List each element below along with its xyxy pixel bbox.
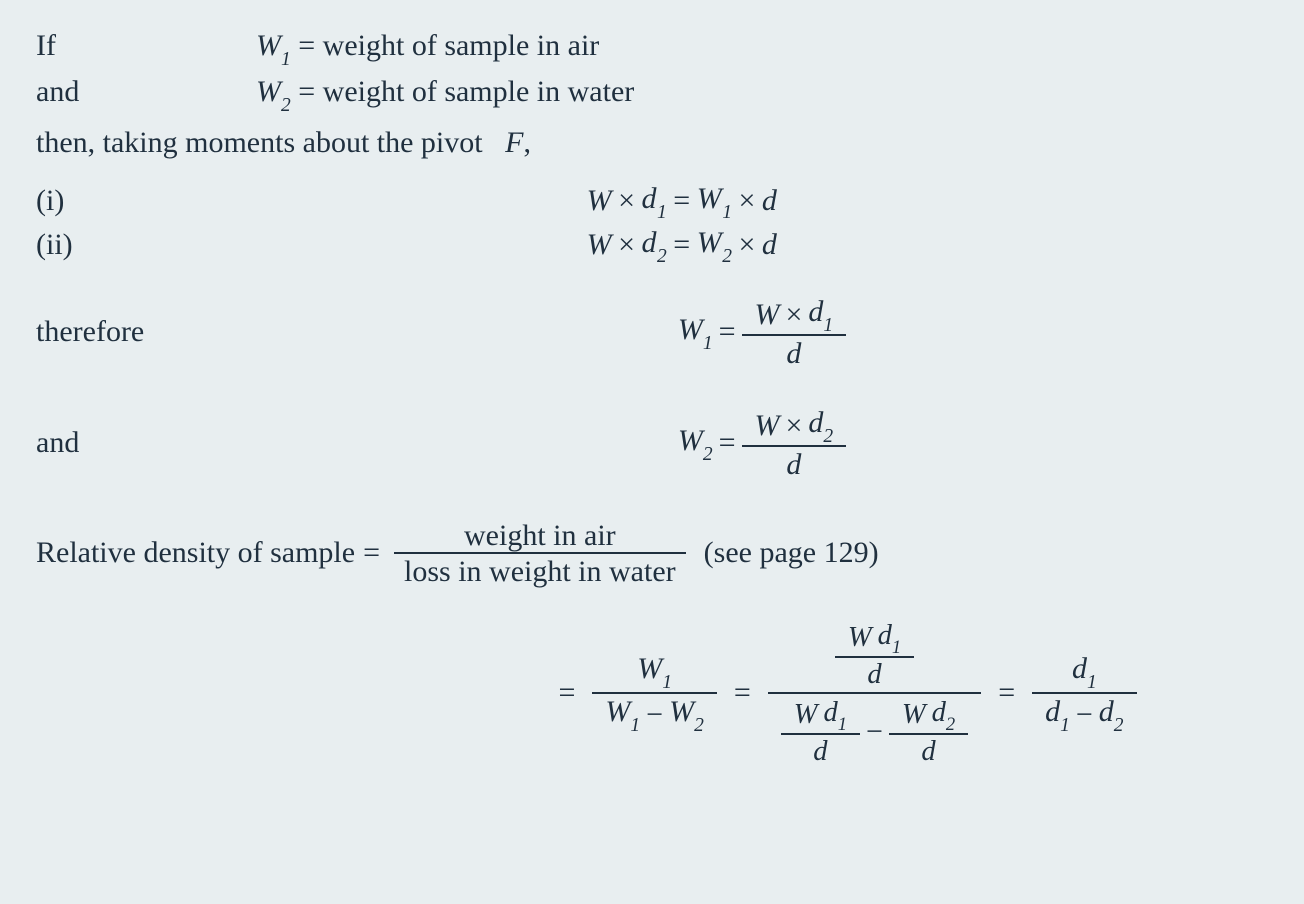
eq-sign: =: [298, 75, 322, 108]
moments-block: (i) W × d1 = W1 × d (ii) W ×: [36, 179, 1268, 268]
frac-w2: W × d2 d: [742, 405, 847, 482]
eq-ii: (ii) W × d2 = W2 × d: [36, 223, 1268, 267]
def-row-and: and W2 = weight of sample in water: [36, 72, 1268, 116]
def-row-if: If W1 = weight of sample in air: [36, 26, 1268, 70]
sym-W2: W2: [256, 75, 291, 108]
reldens-frac: weight in air loss in weight in water: [394, 518, 686, 589]
label-i: (i): [36, 181, 96, 222]
w1-frac-eq: W1 = W × d1 d: [675, 294, 849, 371]
reldens-see: (see page 129): [704, 533, 879, 574]
eq-sign: =: [298, 29, 322, 62]
lead-and: and: [36, 72, 256, 113]
eq-i: (i) W × d1 = W1 × d: [36, 179, 1268, 223]
page: If W1 = weight of sample in air and W2 =…: [0, 0, 1304, 793]
eq-i-expr: W × d1 = W1 × d: [584, 179, 781, 223]
then-text: then, taking moments about the pivot F,: [36, 123, 1268, 164]
lead-and2: and: [36, 423, 256, 464]
sym-W1: W1: [256, 29, 291, 62]
eq-ii-expr: W × d2 = W2 × d: [584, 223, 781, 267]
def-w1-rhs: weight of sample in air: [323, 29, 600, 62]
def-w2: W2 = weight of sample in water: [256, 72, 1268, 116]
frac-w1: W × d1 d: [742, 294, 847, 371]
w2-frac-eq: W2 = W × d2 d: [675, 405, 849, 482]
frac-final-3: d1 d1 − d2: [1032, 651, 1136, 734]
label-ii: (ii): [36, 225, 96, 266]
then-row: then, taking moments about the pivot F,: [36, 123, 1268, 164]
lead-therefore: therefore: [36, 312, 256, 353]
reldens-lhs: Relative density of sample: [36, 533, 355, 574]
and-row: and W2 = W × d2 d: [36, 405, 1268, 482]
frac-final-2: Wd1 d Wd1 d −: [768, 617, 981, 769]
therefore-row: therefore W1 = W × d1 d: [36, 294, 1268, 371]
lead-if: If: [36, 26, 256, 67]
reldens-row: Relative density of sample = weight in a…: [36, 518, 1268, 589]
pivot-F: F: [505, 126, 523, 159]
final-eq: = W1 W1 − W2 = Wd1: [36, 617, 1268, 769]
reldens-eq: =: [363, 533, 380, 574]
frac-final-1: W1 W1 − W2: [592, 651, 716, 734]
def-w1: W1 = weight of sample in air: [256, 26, 1268, 70]
def-w2-rhs: weight of sample in water: [323, 75, 635, 108]
